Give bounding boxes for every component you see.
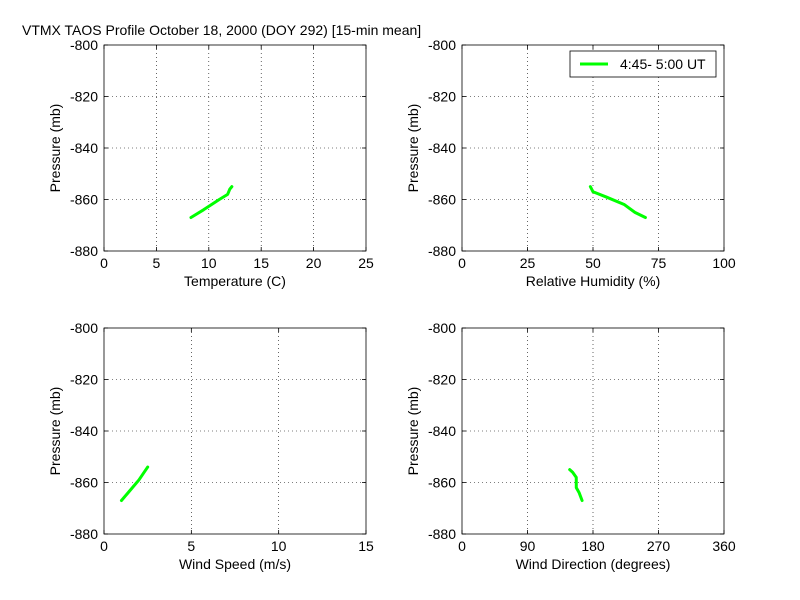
x-tick-label: 15 (253, 255, 269, 271)
y-tick-label: -860 (428, 475, 456, 491)
series-line (588, 185, 647, 220)
y-axis-label: Pressure (mb) (47, 387, 63, 476)
panel-wind-direction: 0 90 180 270 360 -800 -820 -840 -860 -880 Wind Dir… (405, 320, 736, 572)
x-tick-label: 5 (153, 255, 161, 271)
x-axis-label: Wind Direction (degrees) (516, 556, 671, 572)
x-tick-label: 0 (100, 538, 108, 554)
y-tick-label: -840 (428, 140, 456, 156)
series-line (119, 465, 150, 503)
y-tick-label: -820 (428, 89, 456, 105)
x-tick-label: 0 (100, 255, 108, 271)
x-tick-label: 0 (458, 538, 466, 554)
x-tick-label: 0 (458, 255, 466, 271)
series-line (189, 185, 234, 220)
x-axis-label: Temperature (C) (184, 273, 286, 289)
x-tick-label: 20 (306, 255, 322, 271)
x-tick-label: 25 (358, 255, 374, 271)
panel-humidity: 0 25 50 75 100 -800 -820 -840 -860 -880 Relative H… (405, 37, 736, 289)
x-tick-label: 10 (271, 538, 287, 554)
plot-area-humidity (462, 45, 724, 251)
y-tick-label: -880 (428, 243, 456, 259)
plot-area-wind-speed (104, 328, 366, 534)
y-axis-label: Pressure (mb) (405, 104, 421, 193)
y-tick-label: -880 (70, 526, 98, 542)
x-axis-label: Wind Speed (m/s) (179, 556, 291, 572)
x-tick-label: 50 (585, 255, 601, 271)
figure-title: VTMX TAOS Profile October 18, 2000 (DOY … (22, 22, 421, 38)
x-tick-label: 15 (358, 538, 374, 554)
y-tick-label: -840 (70, 423, 98, 439)
series-line (568, 468, 584, 503)
y-tick-label: -800 (70, 37, 98, 53)
x-tick-label: 25 (520, 255, 536, 271)
x-tick-label: 75 (651, 255, 667, 271)
y-tick-label: -820 (70, 372, 98, 388)
legend: 4:45- 5:00 UT (569, 50, 717, 78)
subplot-grid: 0 5 10 15 20 25 -800 -820 -840 -860 -880 Temperatur… (47, 37, 736, 572)
plot-area-temperature (104, 45, 366, 251)
y-tick-label: -860 (70, 475, 98, 491)
x-tick-label: 100 (712, 255, 736, 271)
x-tick-label: 5 (187, 538, 195, 554)
x-tick-label: 180 (581, 538, 605, 554)
y-tick-label: -840 (70, 140, 98, 156)
y-tick-label: -820 (428, 372, 456, 388)
y-axis-label: Pressure (mb) (405, 387, 421, 476)
y-tick-label: -800 (70, 320, 98, 336)
x-tick-label: 360 (712, 538, 736, 554)
plot-area-wind-direction (462, 328, 724, 534)
y-tick-label: -820 (70, 89, 98, 105)
x-tick-label: 90 (520, 538, 536, 554)
y-tick-label: -880 (428, 526, 456, 542)
y-tick-label: -800 (428, 37, 456, 53)
y-tick-label: -880 (70, 243, 98, 259)
panel-temperature: 0 5 10 15 20 25 -800 -820 -840 -860 -880 Temperatur… (47, 37, 374, 289)
y-tick-label: -860 (70, 192, 98, 208)
y-axis-label: Pressure (mb) (47, 104, 63, 193)
y-tick-label: -860 (428, 192, 456, 208)
panel-wind-speed: 0 5 10 15 -800 -820 -840 -860 -880 Wind Speed (m/… (47, 320, 374, 572)
y-tick-label: -840 (428, 423, 456, 439)
x-axis-label: Relative Humidity (%) (526, 273, 661, 289)
x-tick-label: 10 (201, 255, 217, 271)
legend-label: 4:45- 5:00 UT (620, 56, 706, 72)
y-tick-label: -800 (428, 320, 456, 336)
x-tick-label: 270 (647, 538, 671, 554)
